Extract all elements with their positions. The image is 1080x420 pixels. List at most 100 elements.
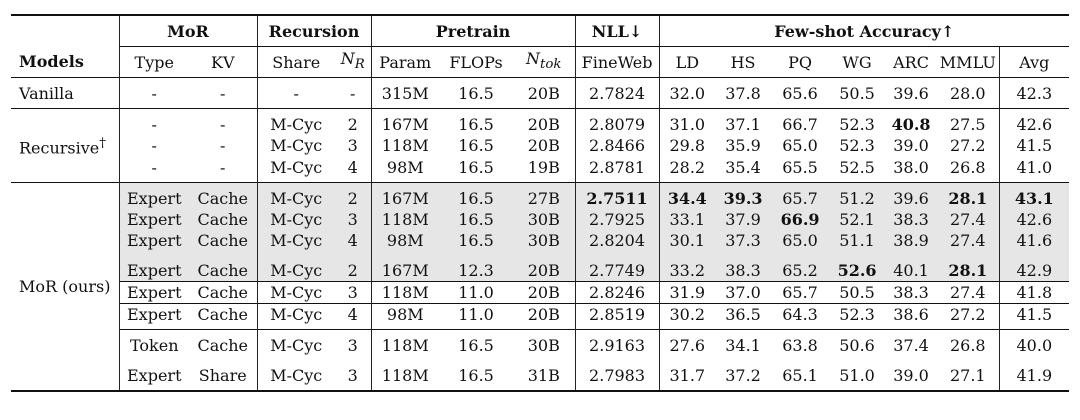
table-cell: 52.3 <box>829 303 886 330</box>
table-cell: Token <box>118 329 189 360</box>
table-cell: 26.8 <box>937 329 1000 360</box>
table-cell: 3 <box>335 360 372 392</box>
table-cell: Cache <box>189 208 257 230</box>
table-cell: 37.2 <box>715 360 772 392</box>
col-kv: KV <box>210 52 235 72</box>
col-ntok: Ntok <box>526 49 562 73</box>
column-header-row: Models Type KV Share NR Param FLOPs Ntok… <box>11 46 1070 78</box>
table-cell: 65.2 <box>771 255 830 282</box>
group-pretrain: Pretrain <box>370 14 576 47</box>
table-cell: Expert <box>118 303 189 330</box>
col-type: Type <box>118 46 189 78</box>
table-cell: 35.4 <box>725 157 761 177</box>
table-cell: 37.1 <box>715 108 772 135</box>
model-name: MoR (ours) <box>11 181 119 392</box>
model-name: Vanilla <box>11 77 119 109</box>
table-cell: 38.6 <box>885 303 938 330</box>
table-cell: M-Cyc <box>256 303 335 330</box>
table-cell: 167M <box>370 255 440 282</box>
table-cell: M-Cyc <box>256 329 335 360</box>
table-cell: 4 <box>335 303 372 330</box>
table-cell: 118M <box>370 360 440 392</box>
table-cell: 51.0 <box>829 360 886 392</box>
table-cell: 2.7983 <box>574 360 660 392</box>
table-cell: - <box>335 77 372 109</box>
table-cell: 2.8204 <box>574 230 660 255</box>
table-cell: Expert <box>118 230 189 255</box>
table-cell: Cache <box>189 329 257 360</box>
table-cell: - <box>189 77 257 109</box>
table-cell: M-Cyc <box>256 135 335 157</box>
table-cell: 12.3 <box>439 255 514 282</box>
table-cell: 38.3 <box>885 281 938 304</box>
table-cell: 2.7749 <box>574 255 660 282</box>
table-cell: 40.8 <box>885 108 938 135</box>
table-cell: 28.1 <box>937 181 1000 209</box>
table-cell: 27.2 <box>937 303 1000 330</box>
table-cell: 167M <box>370 181 440 209</box>
table-cell: 51.1 <box>829 230 886 255</box>
table-cell: 16.5 <box>439 360 514 392</box>
table-cell: 66.7 <box>771 108 830 135</box>
table-cell: Cache <box>189 230 257 255</box>
table-cell: - <box>118 108 189 135</box>
table-cell: 2.7511 <box>574 181 660 209</box>
table-cell: 43.1 <box>998 181 1070 209</box>
col-pq: PQ <box>788 52 812 72</box>
table-cell: Expert <box>118 360 189 392</box>
table-cell: 16.5 <box>439 329 514 360</box>
table-cell: 20B <box>513 77 576 109</box>
table-cell: 16.5 <box>439 208 514 230</box>
table-cell: 65.1 <box>771 360 830 392</box>
table-cell: 28.0 <box>937 77 1000 109</box>
table-cell: 315M <box>370 77 440 109</box>
table-cell: Cache <box>189 303 257 330</box>
col-param: Param <box>370 46 440 78</box>
table-cell: 16.5 <box>439 108 514 135</box>
table-cell: 41.0 <box>998 156 1070 182</box>
table-cell: 37.8 <box>715 77 772 109</box>
table-row: Expert Cache M-Cyc 2 167M 12.3 20B 2.7749 33.2 38… <box>11 255 1070 282</box>
table-cell: 98M <box>370 156 440 182</box>
table-cell: 38.9 <box>885 230 938 255</box>
table-cell: 30B <box>513 329 576 360</box>
table-cell: 3 <box>335 329 372 360</box>
table-cell: - <box>220 136 226 156</box>
table-cell: 19B <box>527 157 560 177</box>
table-cell: 65.0 <box>771 230 830 255</box>
table-cell: 41.5 <box>998 303 1070 330</box>
table-cell: 39.3 <box>715 181 772 209</box>
table-row: Vanilla - - - -315M 16.5 20B 2.7824 32.0 37.8 65.6… <box>11 77 1070 109</box>
table-cell: 39.0 <box>893 136 929 156</box>
table-cell: 51.2 <box>829 181 886 209</box>
table-cell: 28.1 <box>937 255 1000 282</box>
table-cell: 38.3 <box>885 208 938 230</box>
table-cell: 11.0 <box>439 303 514 330</box>
table-cell: 2.7824 <box>574 77 660 109</box>
col-mmlu: MMLU <box>939 52 996 72</box>
table-row: Expert Cache M-Cyc 4 98M 16.5 30B 2.8204 30.1 37.… <box>11 230 1070 255</box>
models-header: Models <box>19 52 84 72</box>
table-cell: 52.1 <box>829 208 886 230</box>
table-cell: 30B <box>513 208 576 230</box>
table-cell: 27.6 <box>658 329 716 360</box>
table-cell: 31.7 <box>658 360 716 392</box>
table-cell: 118M <box>370 135 440 157</box>
table-cell: 29.8 <box>658 135 716 157</box>
table-cell: 65.0 <box>782 136 818 156</box>
table-cell: 50.5 <box>829 77 886 109</box>
table-cell: 42.9 <box>998 255 1070 282</box>
table-cell: 20B <box>527 136 560 156</box>
table-cell: Cache <box>189 181 257 209</box>
table-cell: 41.8 <box>998 281 1070 304</box>
table-cell: 42.6 <box>998 108 1070 135</box>
table-cell: M-Cyc <box>256 181 335 209</box>
table-cell: Expert <box>118 181 189 209</box>
table-cell: 50.6 <box>829 329 886 360</box>
table-cell: 4 <box>335 230 372 255</box>
table-cell: 34.1 <box>715 329 772 360</box>
col-arc: ARC <box>893 52 929 72</box>
table-cell: - <box>220 157 226 177</box>
table-cell: 38.3 <box>715 255 772 282</box>
table-cell: 31B <box>513 360 576 392</box>
